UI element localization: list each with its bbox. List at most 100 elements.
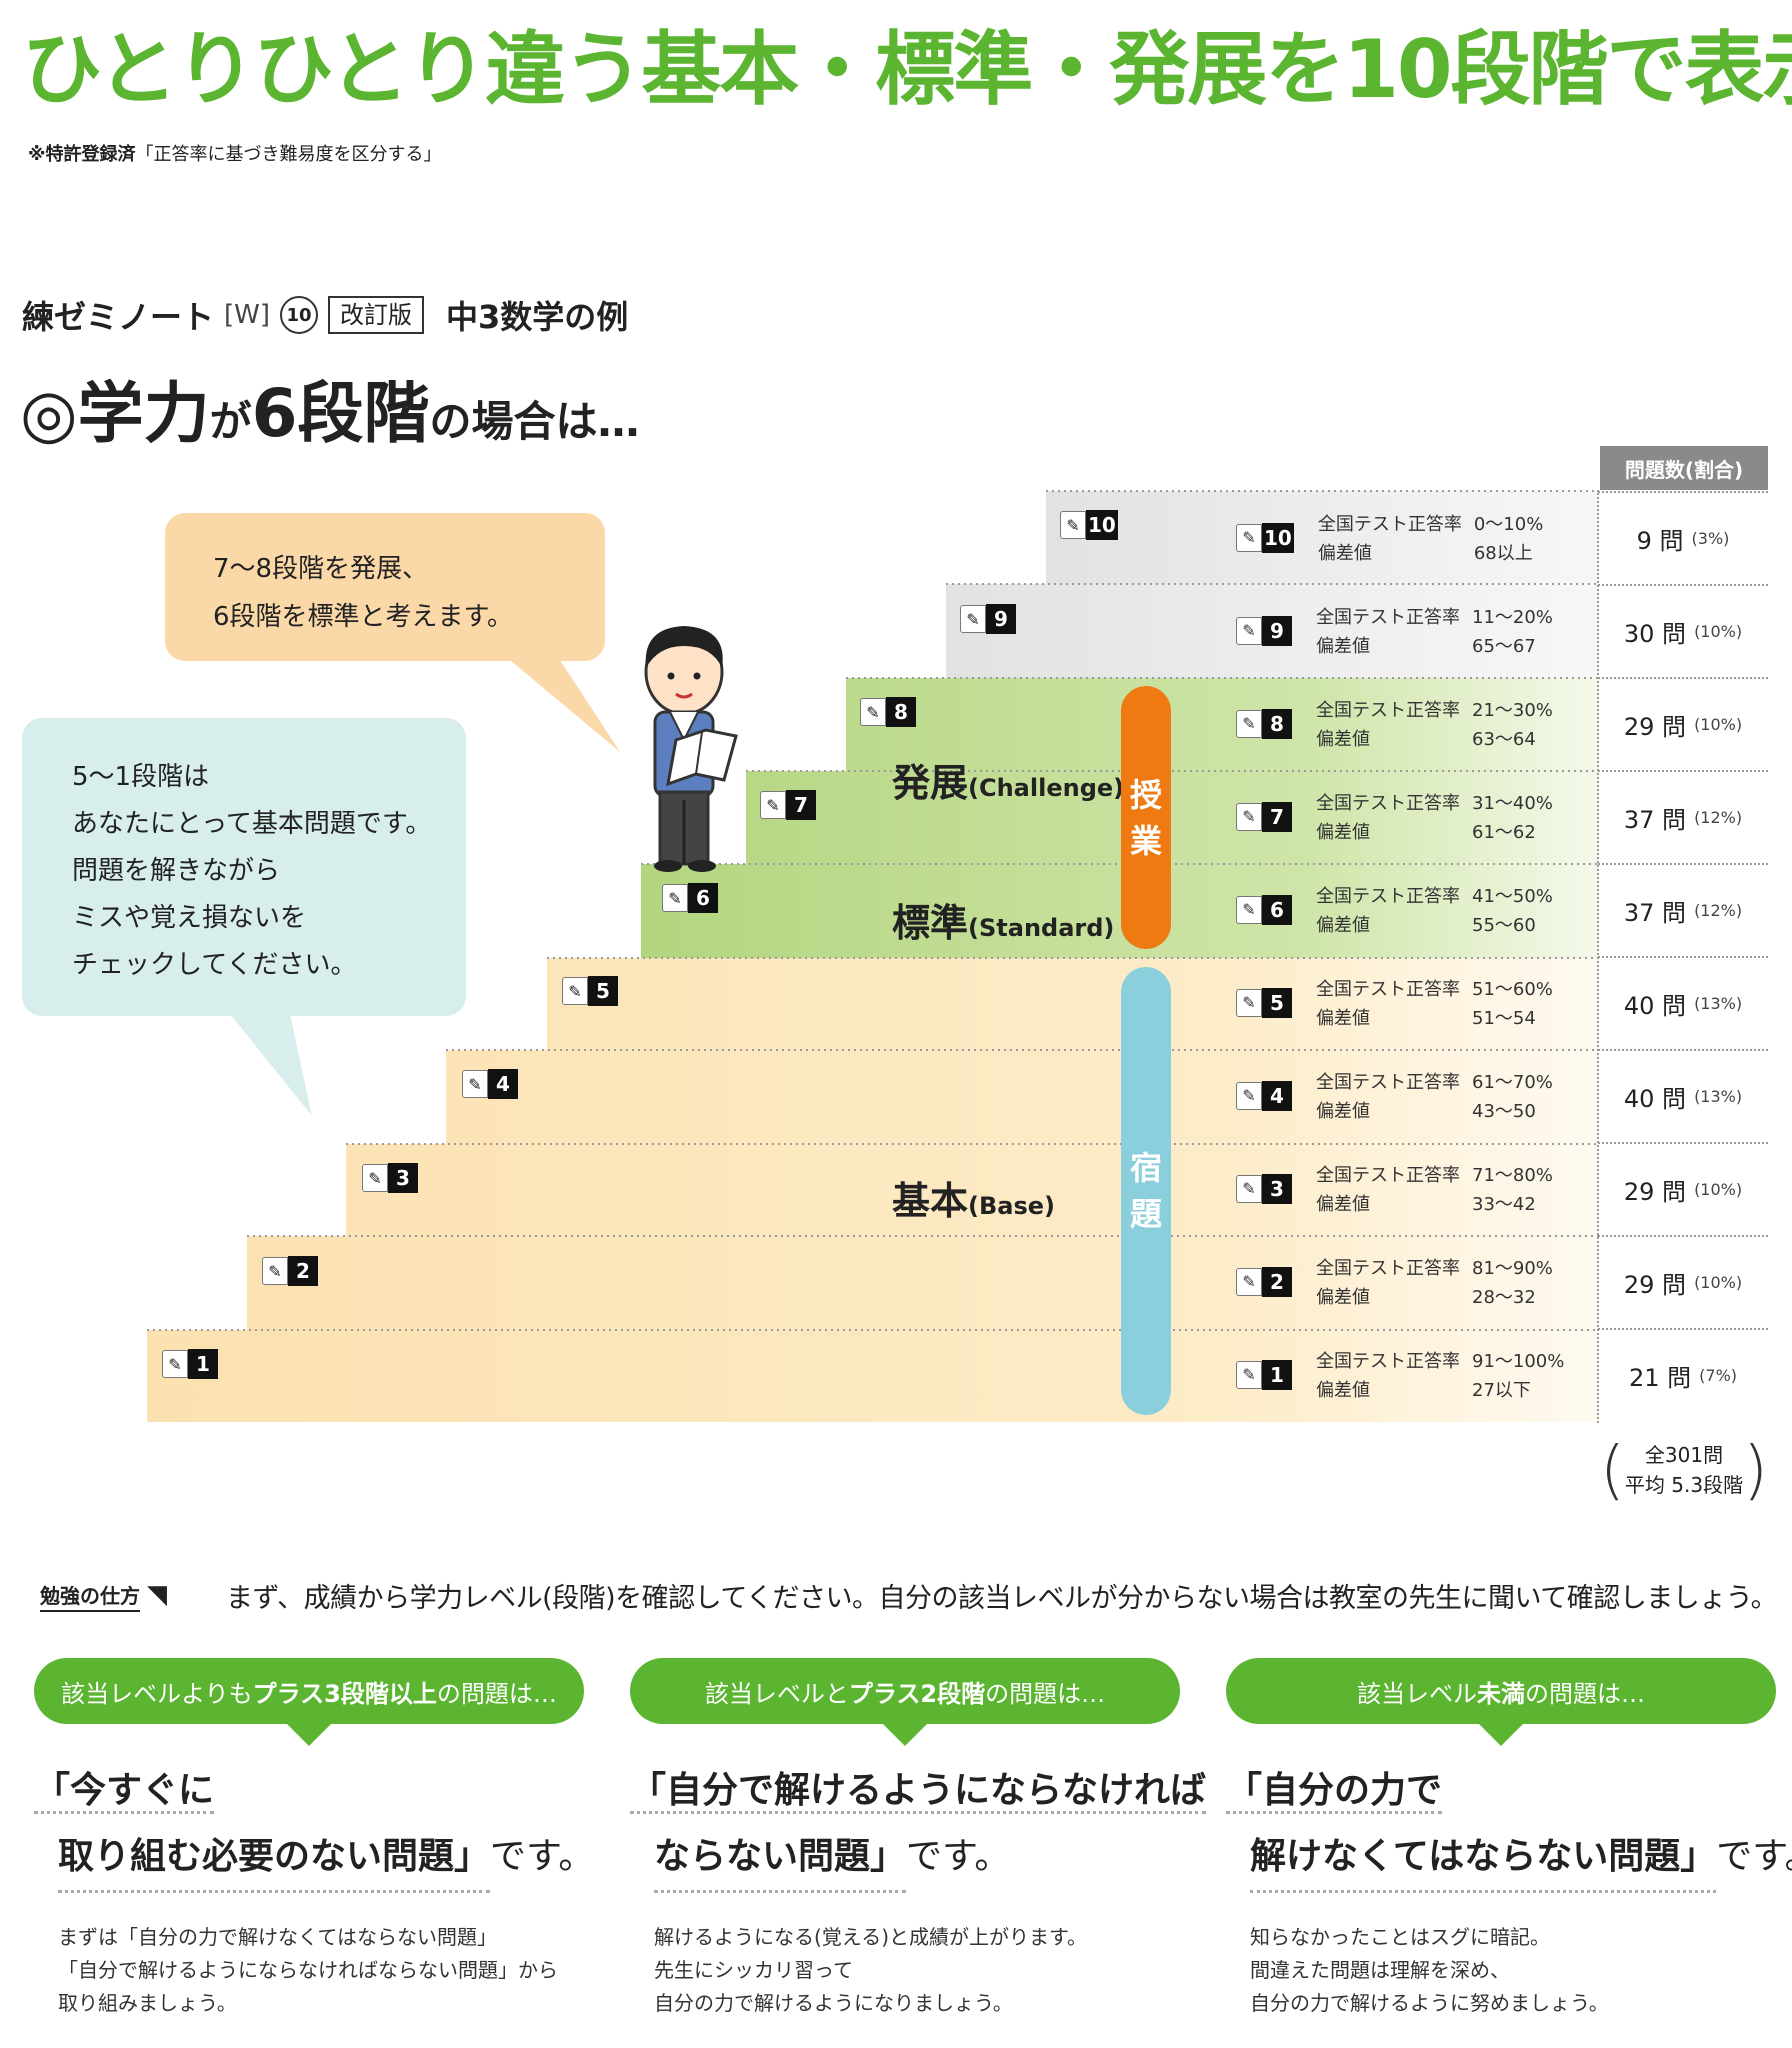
question-percent: (10%): [1694, 622, 1743, 641]
heading-line2: 取り組む必要のない問題」: [58, 1824, 491, 1893]
level-number: 3: [1262, 1173, 1292, 1204]
question-count-cell: 29 問 (10%): [1598, 1235, 1768, 1328]
book-pencil-icon: ✎: [1236, 523, 1262, 552]
question-count: 21 問: [1628, 1364, 1692, 1392]
class-pill: 授業: [1121, 686, 1171, 949]
deviation-value: 63〜64: [1472, 729, 1536, 750]
level-tag: ✎ 10: [1236, 522, 1294, 553]
step-number: 4: [488, 1069, 518, 1099]
heading-suffix: です。: [906, 1836, 1011, 1877]
deviation-value: 68以上: [1473, 543, 1533, 564]
question-percent: (13%): [1694, 1087, 1743, 1106]
deviation-value: 55〜60: [1472, 915, 1536, 936]
pill-bold: プラス3段階以上: [252, 1679, 437, 1708]
level-info-row: ✎ 1 全国テスト正答率 91〜100% 偏差値 27以下: [1236, 1328, 1594, 1421]
step-tag-3: ✎ 3: [362, 1163, 418, 1193]
level-heading: ◎学力 が 6段階 の場合は…: [20, 360, 640, 456]
close-paren-icon: ): [1743, 1434, 1768, 1508]
standard-ja: 標準: [892, 901, 969, 945]
question-count-cell: 40 問 (13%): [1598, 1049, 1768, 1142]
rate-label: 全国テスト正答率: [1316, 1258, 1460, 1279]
down-arrow-icon: [883, 1724, 927, 1746]
question-count: 9 問: [1636, 527, 1684, 555]
orange-bubble-tail: [510, 660, 620, 752]
rate-value: 81〜90%: [1472, 1258, 1553, 1279]
step-number: 10: [1086, 510, 1118, 540]
rate-value: 91〜100%: [1472, 1351, 1565, 1372]
level-tag: ✎ 7: [1236, 801, 1292, 832]
step-number: 7: [786, 790, 816, 820]
rate-label: 全国テスト正答率: [1316, 1165, 1460, 1186]
deviation-value: 33〜42: [1472, 1194, 1536, 1215]
book-pencil-icon: ✎: [1236, 1360, 1262, 1389]
teal-bubble-line5: チェックしてください。: [72, 950, 357, 980]
step-tag-10: ✎ 10: [1060, 510, 1118, 540]
level-heading-level: 6段階: [251, 375, 430, 452]
book-pencil-icon: ✎: [1236, 802, 1262, 831]
orange-speech-bubble: 7〜8段階を発展、 6段階を標準と考えます。: [165, 513, 605, 661]
deviation-label: 偏差値: [1316, 1380, 1370, 1401]
rate-label: 全国テスト正答率: [1316, 1072, 1460, 1093]
book-pencil-icon: ✎: [662, 884, 688, 912]
question-percent: (3%): [1691, 529, 1730, 548]
column-plus3-pill: 該当レベルよりも プラス3段階以上 の問題は…: [34, 1658, 584, 1724]
book-pencil-icon: ✎: [760, 791, 786, 819]
question-percent: (7%): [1699, 1366, 1738, 1385]
question-count: 29 問: [1623, 1178, 1687, 1206]
level-tag: ✎ 5: [1236, 987, 1292, 1018]
main-title: ひとりひとり違う基本・標準・発展を10段階で表示: [22, 23, 1792, 116]
deviation-label: 偏差値: [1316, 1194, 1370, 1215]
step-tag-2: ✎ 2: [262, 1256, 318, 1286]
column-below-pill: 該当レベル 未満 の問題は…: [1226, 1658, 1776, 1724]
book-pencil-icon: ✎: [362, 1164, 388, 1192]
question-count: 37 問: [1623, 899, 1687, 927]
step-number: 2: [288, 1256, 318, 1286]
body-line2: 「自分で解けるようにならなければならない問題」から: [58, 1958, 558, 1982]
rate-label: 全国テスト正答率: [1317, 514, 1462, 535]
body-line1: まずは「自分の力で解けなくてはならない問題」: [58, 1925, 497, 1949]
rate-label: 全国テスト正答率: [1316, 700, 1460, 721]
deviation-value: 43〜50: [1472, 1101, 1536, 1122]
pill-pre: 該当レベルと: [704, 1679, 849, 1708]
step-tag-7: ✎ 7: [760, 790, 816, 820]
heading-line1: 「自分で解けるようにならなければ: [630, 1770, 1207, 1814]
book-pencil-icon: ✎: [1236, 1267, 1262, 1296]
teal-bubble-line4: ミスや覚え損ないを: [72, 903, 307, 933]
step-number: 3: [388, 1163, 418, 1193]
slash-arrow-icon: ◥: [146, 1580, 167, 1610]
book-subject: 中3数学の例: [446, 298, 629, 336]
teal-bubble-tail: [230, 1014, 312, 1116]
heading-line2: ならない問題」: [654, 1824, 907, 1893]
column-below-body: 知らなかったことはスグに暗記。 間違えた問題は理解を深め、 自分の力で解けるよう…: [1250, 1921, 1776, 2020]
column-plus3-heading: 「今すぐに 取り組む必要のない問題」です。: [34, 1758, 594, 1893]
book-pencil-icon: ✎: [1236, 709, 1262, 738]
level-info-row: ✎ 5 全国テスト正答率 51〜60% 偏差値 51〜54: [1236, 956, 1594, 1049]
question-count-cell: 37 問 (12%): [1598, 770, 1768, 863]
step-number: 8: [886, 697, 916, 727]
body-line3: 取り組みましょう。: [58, 1991, 237, 2015]
challenge-ja: 発展: [892, 761, 969, 805]
level-heading-ga: が: [209, 397, 252, 446]
level-tag: ✎ 3: [1236, 1173, 1292, 1204]
step-tag-8: ✎ 8: [860, 697, 916, 727]
question-count: 40 問: [1623, 992, 1687, 1020]
level-number: 1: [1262, 1359, 1292, 1390]
teal-speech-bubble: 5〜1段階は あなたにとって基本問題です。 問題を解きながら ミスや覚え損ないを…: [22, 718, 466, 1016]
book-pencil-icon: ✎: [462, 1070, 488, 1098]
down-arrow-icon: [287, 1724, 331, 1746]
deviation-value: 61〜62: [1472, 822, 1536, 843]
question-percent: (10%): [1694, 1180, 1743, 1199]
question-percent: (12%): [1694, 901, 1743, 920]
heading-suffix: です。: [1716, 1836, 1792, 1877]
step-tag-4: ✎ 4: [462, 1069, 518, 1099]
level-heading-suffix: の場合は…: [429, 397, 640, 446]
level-tag: ✎ 1: [1236, 1359, 1292, 1390]
homework-pill-char2: 題: [1129, 1195, 1162, 1233]
edition-badge: 改訂版: [328, 296, 425, 334]
body-line2: 間違えた問題は理解を深め、: [1250, 1958, 1510, 1982]
class-pill-char1: 授: [1129, 775, 1162, 814]
deviation-label: 偏差値: [1316, 636, 1370, 657]
question-count-cell: 37 問 (12%): [1598, 863, 1768, 956]
deviation-label: 偏差値: [1316, 1287, 1370, 1308]
